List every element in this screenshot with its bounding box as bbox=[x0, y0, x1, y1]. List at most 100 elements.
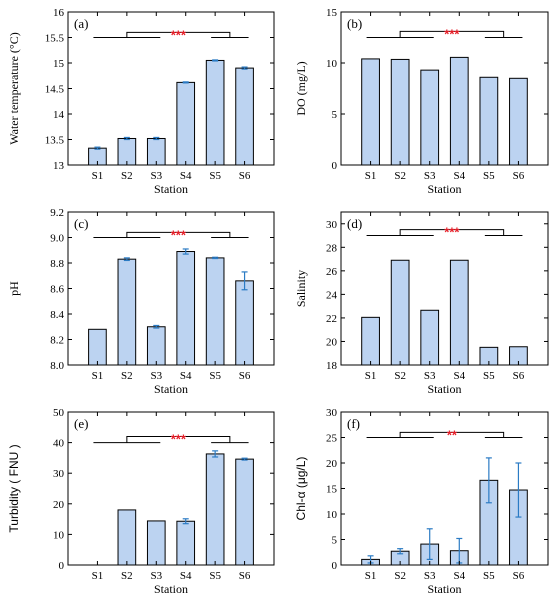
x-tick-label: S4 bbox=[180, 570, 192, 582]
y-tick-label: 16 bbox=[53, 7, 65, 19]
error-bar-S1 bbox=[94, 146, 101, 150]
error-bar-S5 bbox=[212, 59, 219, 62]
y-tick-label: 10 bbox=[53, 529, 65, 541]
bar-S5 bbox=[205, 257, 225, 366]
y-tick-label: 15.5 bbox=[45, 33, 65, 45]
x-tick-label: S1 bbox=[365, 570, 377, 582]
significance-bracket bbox=[366, 229, 523, 237]
x-tick-label: S1 bbox=[92, 370, 104, 382]
error-bar-S5 bbox=[485, 457, 492, 504]
y-tick-label: 14 bbox=[53, 109, 65, 121]
y-tick-label: 25 bbox=[326, 433, 338, 445]
y-tick-label: 13 bbox=[53, 160, 65, 172]
panel-label: (b) bbox=[347, 16, 362, 31]
panel-e: 0 10 20 30 40 50 S1 S2 S3 S4 S5 S6 Station Turbidity … bbox=[7, 407, 275, 596]
y-tick-label: 13.5 bbox=[45, 135, 65, 147]
panel-label: (a) bbox=[74, 16, 88, 31]
y-axis-label: Water temperature (°C) bbox=[7, 32, 21, 144]
x-tick-label: S1 bbox=[365, 170, 377, 182]
y-tick-label: 20 bbox=[53, 499, 65, 511]
error-bar-S2 bbox=[397, 548, 404, 555]
x-tick-label: S4 bbox=[453, 170, 465, 182]
x-tick-label: S2 bbox=[394, 370, 406, 382]
y-tick-label: 5 bbox=[332, 535, 338, 547]
x-tick-label: S3 bbox=[150, 370, 162, 382]
x-tick-label: S6 bbox=[513, 370, 525, 382]
x-tick-label: S5 bbox=[209, 170, 221, 182]
bar-S1 bbox=[361, 316, 380, 366]
panel-label: (c) bbox=[74, 216, 88, 231]
y-tick-label: 8.2 bbox=[50, 335, 64, 347]
x-tick-label: S3 bbox=[424, 170, 436, 182]
y-tick-label: 10 bbox=[326, 509, 338, 521]
y-axis-label: Turbidity ( FNU ) bbox=[7, 444, 21, 532]
y-tick-label: 22 bbox=[326, 313, 337, 325]
y-axis-label: Salinity bbox=[294, 270, 308, 307]
panel-f: 0 5 10 15 20 25 30 S1 S2 S3 S4 S5 S6 Station Chl-α (μg… bbox=[294, 407, 549, 596]
bar-S6 bbox=[509, 77, 528, 166]
panel-label: (d) bbox=[347, 216, 362, 231]
y-tick-label: 8.0 bbox=[50, 360, 64, 372]
bar-S4 bbox=[176, 251, 196, 366]
y-tick-label: 30 bbox=[53, 468, 65, 480]
error-bar-S4 bbox=[182, 518, 189, 525]
y-tick-label: 0 bbox=[332, 560, 338, 572]
x-tick-label: S5 bbox=[209, 370, 221, 382]
axes-frame bbox=[340, 11, 549, 166]
bar-S1 bbox=[88, 328, 107, 366]
y-tick-label: 15 bbox=[326, 484, 338, 496]
x-tick-label: S3 bbox=[424, 570, 436, 582]
panel-d: 18 20 22 24 26 28 30 S1 S2 S3 S4 S5 S6 Station Salinit… bbox=[294, 211, 549, 396]
x-axis-label: Station bbox=[154, 182, 188, 196]
x-tick-label: S4 bbox=[453, 370, 465, 382]
significance-stars: *** bbox=[444, 26, 460, 41]
y-tick-label: 28 bbox=[326, 242, 338, 254]
error-bar-S5 bbox=[212, 450, 219, 458]
x-axis-label: Station bbox=[154, 382, 188, 396]
axes-frame bbox=[67, 411, 275, 566]
error-bar-S6 bbox=[241, 271, 248, 291]
significance-bracket bbox=[366, 431, 523, 438]
y-tick-label: 9.2 bbox=[50, 207, 64, 219]
x-tick-label: S1 bbox=[365, 370, 377, 382]
y-tick-label: 0 bbox=[332, 160, 338, 172]
x-tick-label: S6 bbox=[513, 170, 525, 182]
x-tick-label: S5 bbox=[483, 370, 495, 382]
y-tick-label: 14.5 bbox=[45, 84, 65, 96]
bar-S5 bbox=[479, 76, 499, 166]
error-bar-S5 bbox=[212, 256, 219, 260]
significance-stars: *** bbox=[171, 431, 187, 446]
x-tick-label: S2 bbox=[121, 170, 133, 182]
x-tick-label: S6 bbox=[239, 170, 251, 182]
x-tick-label: S3 bbox=[150, 170, 162, 182]
y-tick-label: 9.0 bbox=[50, 233, 64, 245]
y-tick-label: 20 bbox=[326, 336, 338, 348]
x-tick-label: S5 bbox=[483, 170, 495, 182]
error-bar-S6 bbox=[241, 66, 248, 70]
bar-S2 bbox=[390, 259, 410, 366]
bar-S4 bbox=[449, 259, 469, 366]
bar-S2 bbox=[117, 509, 137, 566]
significance-bracket bbox=[93, 31, 249, 38]
y-tick-label: 15 bbox=[326, 7, 338, 19]
bar-S4 bbox=[449, 56, 469, 166]
y-axis-label: DO (mg/L) bbox=[294, 61, 308, 115]
y-tick-label: 8.8 bbox=[50, 258, 64, 270]
y-tick-label: 40 bbox=[53, 438, 65, 450]
bar-S3 bbox=[146, 520, 166, 566]
x-tick-label: S5 bbox=[483, 570, 495, 582]
significance-stars: *** bbox=[444, 225, 460, 240]
x-tick-label: S2 bbox=[394, 570, 406, 582]
bar-S5 bbox=[205, 453, 225, 566]
bar-S4 bbox=[176, 520, 196, 566]
significance-bracket bbox=[93, 231, 249, 238]
error-bar-S3 bbox=[153, 136, 160, 141]
y-tick-label: 15 bbox=[53, 58, 65, 70]
y-tick-label: 20 bbox=[326, 458, 338, 470]
x-tick-label: S1 bbox=[92, 170, 104, 182]
y-tick-label: 8.4 bbox=[50, 309, 64, 321]
bar-S4 bbox=[176, 81, 196, 166]
axes-frame bbox=[340, 211, 549, 366]
panel-b: 0 5 10 15 S1 S2 S3 S4 S5 S6 Station DO (mg/L) (b) *** bbox=[294, 7, 549, 196]
x-tick-label: S6 bbox=[513, 570, 525, 582]
